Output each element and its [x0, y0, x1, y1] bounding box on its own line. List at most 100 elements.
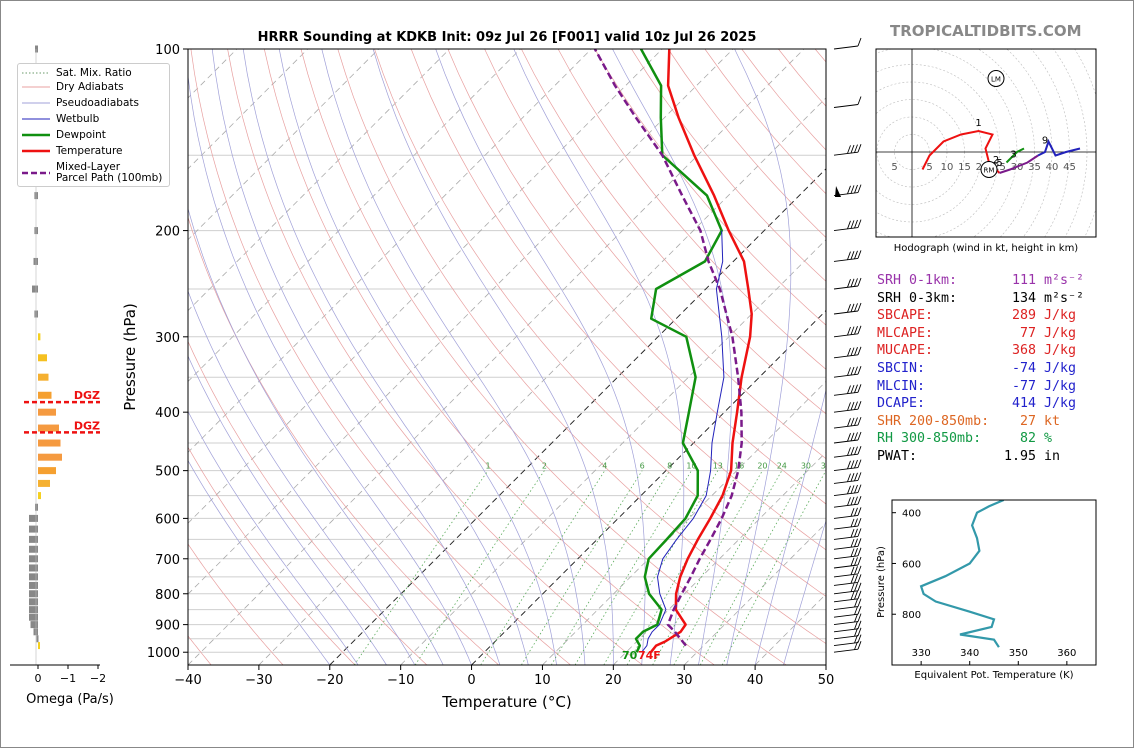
omega-bar	[35, 503, 38, 511]
pseudoadiabat	[754, 388, 826, 665]
omega-bar	[35, 45, 38, 53]
parameter-unit: J/kg	[1044, 378, 1077, 394]
mixing-ratio-line	[652, 470, 763, 665]
wind-barb	[833, 517, 862, 530]
wind-barb-staff	[833, 45, 859, 50]
surface-dewpoint-label: 70	[622, 649, 638, 662]
wind-barb-staff	[833, 373, 859, 378]
wind-barb	[833, 507, 862, 519]
wind-barb-flag	[850, 557, 855, 566]
wind-barb-flag	[854, 278, 858, 287]
pseudoadiabat	[188, 410, 359, 665]
wind-barb-staff	[833, 628, 859, 633]
dgz-label: DGZ	[74, 419, 100, 432]
wind-barb-flag	[857, 517, 862, 527]
isotherm-line	[188, 49, 521, 383]
legend-label: Wetbulb	[56, 112, 100, 125]
wind-barb-flag	[854, 507, 858, 516]
zero-isotherm	[471, 309, 826, 665]
wind-barb-staff	[833, 590, 859, 595]
wind-barb	[833, 627, 862, 640]
wind-barb-flag	[857, 590, 862, 599]
wind-barb	[833, 219, 862, 232]
dgz-label: DGZ	[74, 389, 100, 402]
wind-barb-staff	[833, 545, 859, 550]
wind-barb-flag	[854, 250, 858, 259]
omega-bar	[29, 598, 38, 606]
legend-item: Wetbulb	[22, 112, 99, 126]
wind-barb-flag	[850, 460, 855, 469]
wind-barb	[833, 538, 862, 550]
mixing-ratio-line	[414, 470, 545, 665]
wind-barb-staff	[833, 333, 859, 338]
thetae-x-label: Equivalent Pot. Temperature (K)	[914, 670, 1073, 681]
wind-barb	[833, 556, 862, 569]
parameter-label: MLCIN:	[877, 378, 926, 394]
wind-barb	[833, 96, 862, 108]
wind-barb-flag	[850, 591, 855, 600]
wind-barb-staff	[833, 535, 859, 540]
dry-adiabat	[447, 49, 826, 505]
parameter-value: 134	[1011, 290, 1036, 306]
omega-bar	[38, 479, 50, 487]
mixing-ratio-label: 13	[713, 462, 723, 471]
series-line-temperature	[649, 49, 753, 653]
surface-temperature-label: 74F	[638, 649, 661, 662]
dry-adiabat	[188, 216, 499, 665]
brand-watermark: TROPICALTIDBITS.COM	[890, 22, 1082, 40]
wind-barb-flag	[857, 250, 862, 259]
wind-barb-flag	[847, 304, 851, 313]
mixing-ratio-label: 4	[602, 462, 607, 471]
wind-barb-flag	[857, 496, 862, 505]
x-tick-label: 50	[818, 673, 835, 688]
wind-barb-flag	[854, 417, 858, 426]
y-tick-label: 1000	[147, 646, 180, 661]
omega-bar	[29, 590, 38, 598]
wind-barb	[833, 431, 862, 444]
dry-adiabat	[410, 49, 826, 551]
wind-barb-flag	[850, 485, 855, 494]
storm-motion-label: RM	[984, 167, 995, 175]
wind-barb-staff	[833, 285, 859, 290]
omega-bar	[38, 373, 49, 381]
hodograph-box	[875, 48, 1097, 238]
wind-barb	[833, 401, 862, 413]
storm-motion-label: LM	[991, 76, 1001, 84]
parameter-value: 82	[1019, 431, 1036, 447]
wind-barb-flag	[857, 277, 862, 287]
wind-barb	[833, 582, 862, 595]
legend-swatch	[22, 149, 50, 153]
dry-adiabat	[188, 446, 356, 665]
wind-barb-flag	[850, 496, 855, 506]
parameter-unit: J/kg	[1044, 361, 1077, 376]
wind-barb-staff	[833, 613, 859, 618]
x-tick-label: −30	[245, 673, 272, 688]
storm-motion-marker	[987, 70, 1005, 87]
wind-barb-flag	[854, 566, 858, 575]
wind-barb-flag	[857, 346, 862, 355]
parameter-label: MLCAPE:	[877, 325, 934, 341]
dry-adiabat	[374, 49, 826, 597]
y-axis-label: Pressure (hPa)	[121, 303, 139, 411]
wind-barb-staff	[833, 514, 859, 519]
wind-barb-flag	[857, 416, 862, 426]
hodograph-trace	[921, 129, 1001, 174]
wind-barb	[833, 416, 862, 429]
mixing-ratio-line	[521, 470, 643, 665]
wind-barb-flag	[857, 446, 862, 455]
omega-bar	[38, 492, 41, 500]
isotherm-line	[188, 49, 309, 170]
parameter-value: 289	[1011, 308, 1036, 324]
wind-barb-flag	[857, 459, 862, 468]
wind-barb-flag	[857, 401, 862, 410]
minus20-isotherm	[329, 168, 826, 665]
parameter-label: DCAPE:	[877, 396, 926, 412]
wind-barb-staff	[833, 453, 859, 458]
wind-barb-flag	[854, 591, 858, 600]
pseudoadiabat	[612, 49, 732, 665]
series-line-dewpoint	[634, 49, 723, 653]
wind-barb-staff	[833, 598, 859, 603]
wind-barb-flag	[854, 613, 858, 623]
wind-barb-flag	[857, 528, 862, 537]
thetae-x-tick-label: 340	[960, 648, 979, 659]
